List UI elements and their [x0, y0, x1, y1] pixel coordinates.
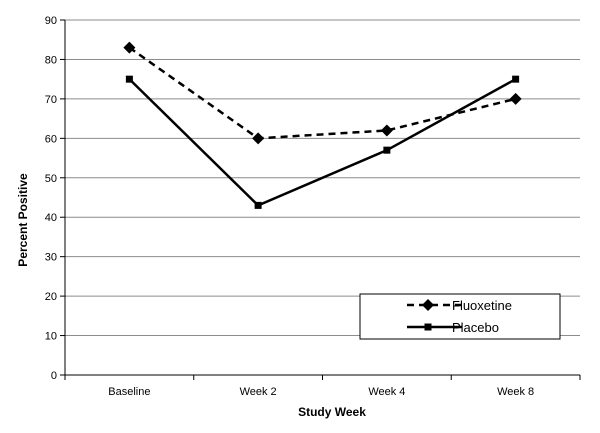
data-point — [123, 41, 136, 54]
series-layer — [123, 41, 522, 209]
y-tick-labels: 0 10 20 30 40 50 60 70 80 90 — [45, 15, 57, 382]
data-point — [125, 75, 133, 83]
axes — [60, 19, 581, 380]
y-tick-label: 70 — [45, 94, 57, 106]
x-tick-label: Week 4 — [368, 386, 405, 398]
y-tick-label: 50 — [45, 173, 57, 185]
legend-swatch-marker — [424, 323, 432, 331]
y-tick-label: 90 — [45, 15, 57, 27]
x-tick-label: Week 8 — [497, 386, 534, 398]
legend-label: Fluoxetine — [452, 298, 512, 313]
data-point — [512, 75, 520, 83]
legend-swatch-marker — [422, 299, 434, 311]
data-point — [380, 124, 393, 137]
series-placebo — [125, 75, 520, 209]
x-tick-label: Week 2 — [240, 386, 277, 398]
x-axis-title: Study Week — [298, 405, 366, 419]
y-tick-label: 20 — [45, 291, 57, 303]
x-tick-label: Baseline — [108, 386, 150, 398]
series-line — [128, 46, 516, 140]
series-line — [128, 78, 517, 207]
series-fluoxetine — [123, 41, 522, 145]
data-point — [383, 146, 391, 154]
y-tick-label: 60 — [45, 133, 57, 145]
y-tick-label: 80 — [45, 54, 57, 66]
legend-box — [359, 293, 561, 340]
y-tick-label: 10 — [45, 331, 57, 343]
y-tick-label: 30 — [45, 252, 57, 264]
legend: Fluoxetine Placebo — [359, 293, 561, 340]
y-tick-label: 0 — [51, 370, 57, 382]
y-tick-label: 40 — [45, 212, 57, 224]
legend-label: Placebo — [452, 320, 499, 335]
data-point — [509, 92, 522, 105]
data-point — [252, 132, 265, 145]
y-axis-title: Percent Positive — [16, 173, 30, 267]
x-tick-labels: Baseline Week 2 Week 4 Week 8 — [108, 386, 534, 398]
data-point — [254, 201, 262, 209]
